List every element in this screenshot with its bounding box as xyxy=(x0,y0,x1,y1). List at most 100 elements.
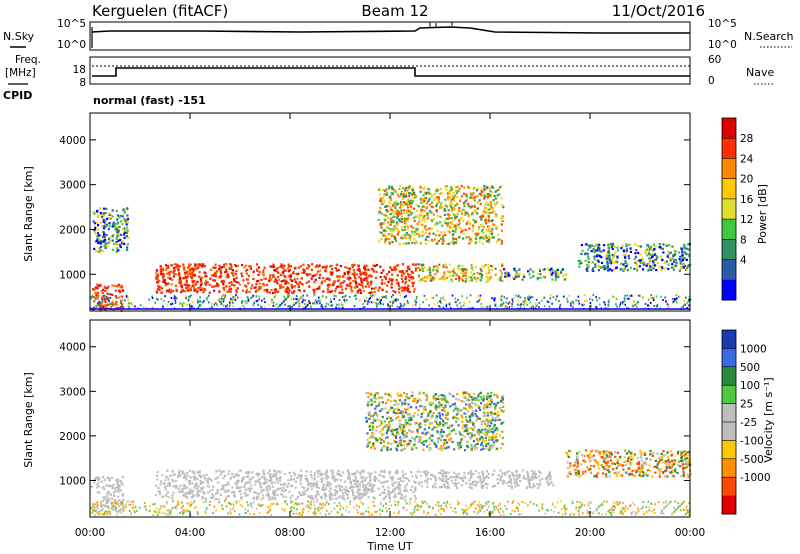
data-cell xyxy=(422,263,425,266)
data-cell xyxy=(107,241,110,244)
clutter-cell xyxy=(673,298,676,301)
data-cell xyxy=(367,285,371,288)
clutter-cell xyxy=(664,296,666,299)
data-cell xyxy=(666,254,669,257)
clutter-cell xyxy=(598,303,601,306)
y-tick-label: 3000 xyxy=(59,180,86,192)
data-cell xyxy=(482,232,485,235)
data-cell xyxy=(432,268,435,271)
data-cell xyxy=(580,252,583,256)
data-cell xyxy=(444,220,447,223)
data-cell xyxy=(117,488,120,492)
data-cell xyxy=(672,268,675,271)
clutter-cell xyxy=(396,305,399,308)
clutter-cell xyxy=(196,299,199,302)
data-cell xyxy=(212,496,215,499)
data-cell xyxy=(374,286,377,289)
data-cell xyxy=(336,491,339,494)
clutter-cell xyxy=(543,296,546,299)
data-cell xyxy=(291,286,294,289)
data-cell xyxy=(369,478,372,481)
data-cell xyxy=(460,268,463,271)
data-cell xyxy=(229,290,232,293)
data-cell xyxy=(218,290,221,293)
data-cell xyxy=(402,476,405,479)
clutter-cell xyxy=(272,304,275,307)
data-cell xyxy=(658,265,661,268)
data-cell xyxy=(453,199,456,203)
data-cell xyxy=(282,486,285,489)
data-cell xyxy=(530,469,533,472)
data-cell xyxy=(401,234,404,237)
clutter-cell xyxy=(493,298,495,301)
data-cell xyxy=(411,475,414,478)
data-cell xyxy=(366,490,369,494)
data-cell xyxy=(193,486,196,489)
data-cell xyxy=(169,291,173,294)
data-cell xyxy=(246,288,249,291)
clutter-cell xyxy=(520,306,522,309)
data-cell xyxy=(261,476,264,479)
data-cell xyxy=(424,225,427,228)
data-cell xyxy=(225,276,228,279)
data-cell xyxy=(284,282,287,285)
data-cell xyxy=(215,492,218,495)
data-cell xyxy=(368,291,371,294)
data-cell xyxy=(487,215,490,218)
data-cell xyxy=(483,194,486,197)
data-cell xyxy=(98,251,101,254)
data-cell xyxy=(373,418,376,421)
data-cell xyxy=(303,289,306,292)
data-cell xyxy=(182,263,185,266)
data-cell xyxy=(370,291,373,294)
data-cell xyxy=(391,479,394,482)
clutter-cell xyxy=(288,294,291,297)
data-cell xyxy=(404,282,407,285)
data-cell xyxy=(118,307,121,310)
data-cell xyxy=(282,286,285,289)
freq-left-tick-bottom: 8 xyxy=(79,77,86,89)
data-cell xyxy=(462,232,465,235)
data-cell xyxy=(183,486,186,489)
data-cell xyxy=(314,495,317,498)
data-cell xyxy=(252,497,255,500)
data-cell xyxy=(172,289,175,292)
data-cell xyxy=(355,495,358,498)
data-cell xyxy=(362,289,365,292)
clutter-cell xyxy=(454,301,457,304)
data-cell xyxy=(508,481,511,484)
data-cell xyxy=(415,227,418,231)
data-cell xyxy=(417,274,420,277)
data-cell xyxy=(606,265,609,268)
data-cell xyxy=(194,267,197,270)
data-cell xyxy=(419,269,422,272)
data-cell xyxy=(492,212,495,215)
data-cell xyxy=(477,472,480,475)
data-cell xyxy=(468,479,471,482)
data-cell xyxy=(326,288,329,291)
clutter-cell xyxy=(503,306,506,309)
data-cell xyxy=(327,286,330,289)
data-cell xyxy=(119,285,122,288)
data-cell xyxy=(178,470,181,473)
data-cell xyxy=(96,486,99,489)
data-cell xyxy=(612,261,615,264)
data-cell xyxy=(104,305,107,308)
data-cell xyxy=(221,266,224,269)
clutter-cell xyxy=(571,300,574,303)
data-cell xyxy=(303,271,306,274)
data-cell xyxy=(480,190,484,193)
data-cell xyxy=(206,479,209,483)
data-cell xyxy=(554,271,557,274)
data-cell xyxy=(394,472,397,475)
data-cell xyxy=(187,480,190,483)
date-label: 11/Oct/2016 xyxy=(612,2,705,20)
noise-panel: N.Sky 10^5 10^0 10^5 10^0 N.Search xyxy=(3,18,794,51)
clutter-cell xyxy=(335,306,337,309)
data-cell xyxy=(486,186,489,189)
data-cell xyxy=(437,239,441,242)
data-cell xyxy=(587,257,590,261)
data-cell xyxy=(518,474,521,477)
clutter-cell xyxy=(683,299,686,302)
data-cell xyxy=(472,481,475,484)
